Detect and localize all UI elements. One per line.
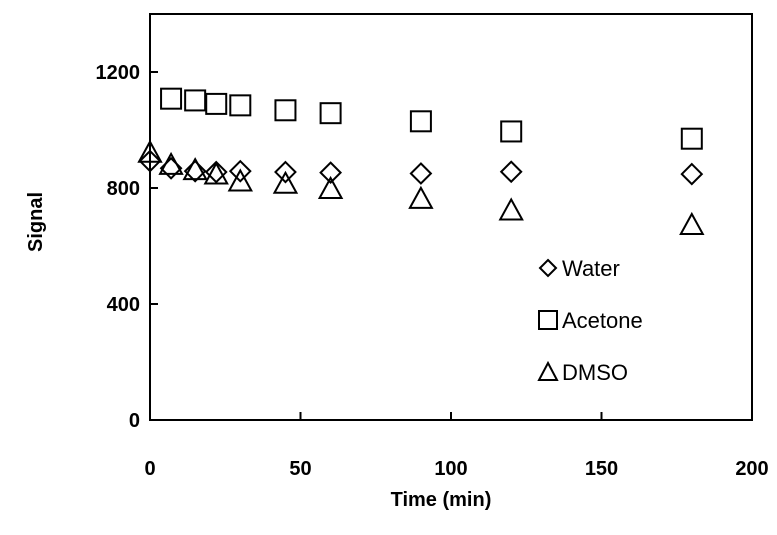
water-point bbox=[409, 162, 433, 185]
data-markers bbox=[137, 87, 705, 235]
acetone-point bbox=[680, 127, 703, 150]
legend-label: Water bbox=[562, 256, 620, 281]
dmso-point bbox=[137, 139, 163, 163]
water-point bbox=[204, 160, 228, 184]
x-tick-label: 200 bbox=[735, 458, 768, 480]
acetone-point bbox=[184, 89, 207, 112]
acetone-point bbox=[205, 92, 228, 115]
legend-label: DMSO bbox=[562, 360, 628, 385]
dmso-point bbox=[317, 175, 344, 199]
y-tick-label: 1200 bbox=[96, 62, 141, 84]
water-point bbox=[274, 160, 297, 184]
plot-area bbox=[149, 13, 753, 421]
dmso-point bbox=[498, 197, 524, 221]
water-point bbox=[183, 159, 207, 183]
water-point bbox=[319, 161, 343, 185]
legend-square-icon bbox=[538, 310, 558, 330]
dmso-point bbox=[203, 161, 229, 185]
legend-item-water: Water bbox=[538, 256, 620, 281]
y-tick-label: 800 bbox=[107, 178, 140, 200]
x-tick-label: 100 bbox=[434, 458, 467, 480]
series-dmso bbox=[137, 139, 705, 235]
y-axis-title: Signal bbox=[25, 192, 47, 252]
x-tick-label: 0 bbox=[144, 458, 155, 480]
water-point bbox=[228, 159, 252, 183]
acetone-point bbox=[229, 94, 252, 117]
water-point bbox=[680, 162, 704, 186]
y-tick-label: 0 bbox=[129, 410, 140, 432]
water-point bbox=[138, 149, 162, 173]
water-point bbox=[499, 160, 523, 184]
x-tick-label: 50 bbox=[289, 458, 311, 480]
plot-border bbox=[149, 13, 753, 421]
legend-diamond-icon bbox=[538, 258, 558, 278]
dmso-point bbox=[227, 168, 253, 192]
legend-item-dmso: DMSO bbox=[537, 360, 628, 385]
acetone-point bbox=[500, 120, 523, 143]
legend-item-acetone: Acetone bbox=[538, 308, 643, 333]
acetone-point bbox=[160, 87, 183, 110]
legend: Water Acetone DMSO bbox=[537, 256, 643, 385]
acetone-point bbox=[409, 110, 432, 133]
y-tick-label: 400 bbox=[107, 294, 140, 316]
x-axis-title: Time (min) bbox=[391, 489, 492, 511]
dmso-point bbox=[679, 211, 705, 235]
acetone-point bbox=[274, 99, 297, 122]
dmso-point bbox=[182, 157, 208, 181]
series-acetone bbox=[160, 87, 703, 150]
acetone-point bbox=[319, 102, 342, 125]
legend-label: Acetone bbox=[562, 308, 643, 333]
x-axis: 0 50 100 150 200 bbox=[144, 412, 769, 480]
x-tick-label: 150 bbox=[585, 458, 618, 480]
dmso-point bbox=[158, 151, 184, 175]
legend-triangle-icon bbox=[537, 360, 559, 381]
dmso-point bbox=[272, 170, 299, 194]
y-axis: 0 400 800 1200 bbox=[96, 62, 158, 432]
dmso-point bbox=[408, 185, 434, 209]
